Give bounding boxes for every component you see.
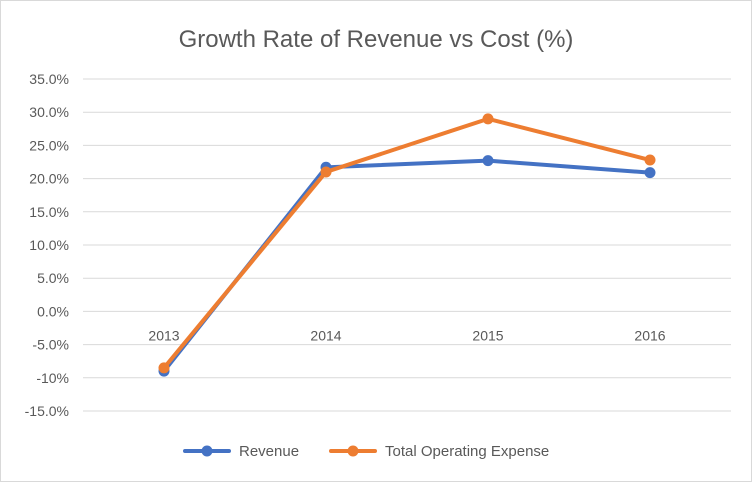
- data-point: [644, 154, 656, 166]
- y-tick-label: 20.0%: [29, 171, 69, 187]
- x-axis-tick-labels: 2013 2014 2015 2016: [148, 327, 665, 343]
- y-tick-label: 10.0%: [29, 237, 69, 253]
- series-revenue: [158, 155, 656, 377]
- y-tick-label: 30.0%: [29, 104, 69, 120]
- x-tick-label: 2015: [472, 327, 503, 343]
- x-tick-label: 2014: [310, 327, 341, 343]
- y-tick-label: 25.0%: [29, 137, 69, 153]
- y-tick-label: -15.0%: [25, 403, 69, 419]
- data-point: [482, 113, 494, 125]
- y-axis-tick-labels: 35.0% 30.0% 25.0% 20.0% 15.0% 10.0% 5.0% 0.0% -5…: [25, 71, 69, 419]
- series-lines: [158, 113, 656, 377]
- series-line: [162, 158, 652, 374]
- chart-title: Growth Rate of Revenue vs Cost (%): [179, 26, 574, 53]
- legend-swatch-marker: [201, 445, 213, 457]
- y-tick-label: 5.0%: [37, 270, 69, 286]
- series-total-operating-expense: [158, 113, 656, 374]
- legend-swatch-marker: [347, 445, 359, 457]
- y-tick-label: 15.0%: [29, 204, 69, 220]
- data-point: [158, 362, 170, 374]
- legend-label: Revenue: [239, 443, 299, 460]
- x-tick-label: 2013: [148, 327, 179, 343]
- legend: Revenue Total Operating Expense: [183, 443, 549, 460]
- x-tick-label: 2016: [634, 327, 665, 343]
- y-tick-label: 35.0%: [29, 71, 69, 87]
- legend-item: Total Operating Expense: [329, 443, 549, 460]
- series-line: [162, 116, 652, 370]
- legend-item: Revenue: [183, 443, 299, 460]
- y-tick-label: -10%: [36, 370, 69, 386]
- y-tick-label: -5.0%: [32, 337, 69, 353]
- y-tick-label: 0.0%: [37, 303, 69, 319]
- data-point: [320, 166, 332, 178]
- legend-label: Total Operating Expense: [385, 443, 549, 460]
- data-point: [644, 167, 656, 179]
- gridlines: [83, 78, 731, 412]
- data-point: [482, 155, 494, 167]
